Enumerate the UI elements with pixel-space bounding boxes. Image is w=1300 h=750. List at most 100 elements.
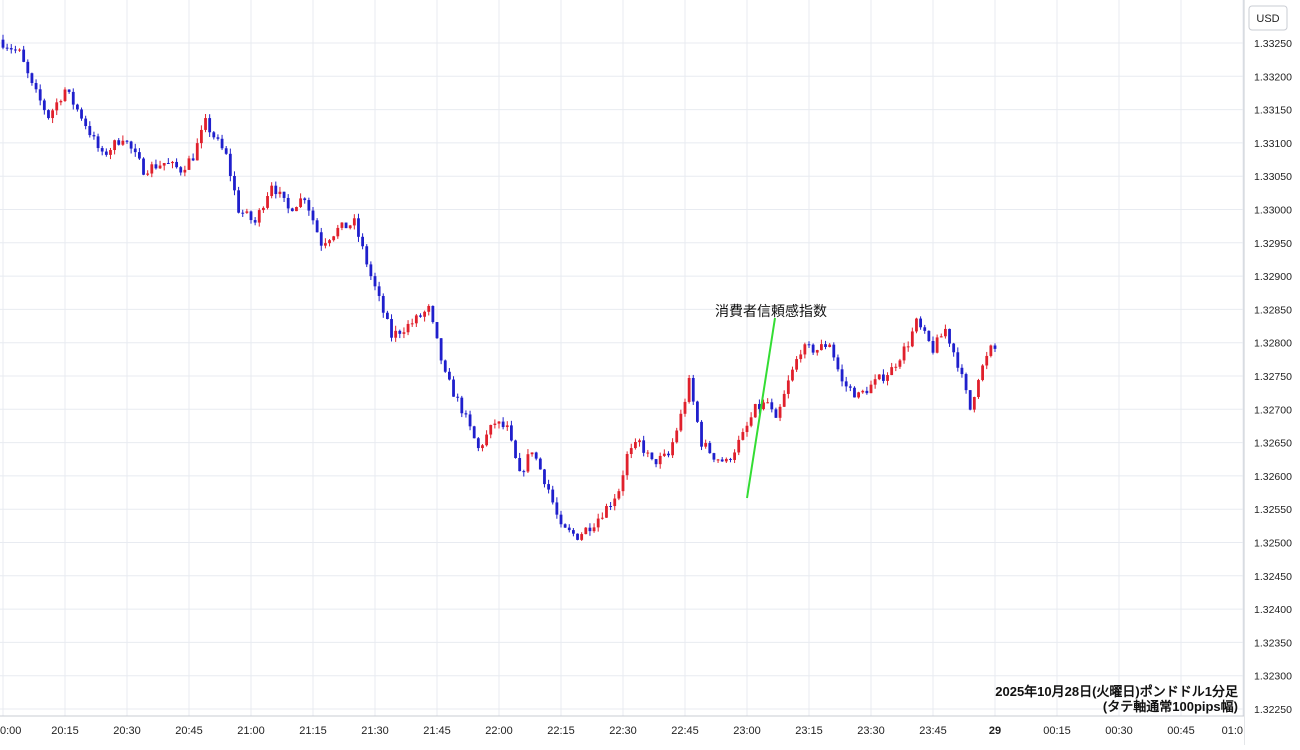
candle-body (224, 148, 228, 154)
candle-body (204, 118, 207, 130)
candle-body (319, 232, 323, 246)
candle-body (939, 336, 943, 338)
candle-body (890, 367, 894, 376)
candle-body (526, 454, 530, 472)
candle-body (406, 323, 410, 333)
candle-body (642, 440, 646, 453)
candle-body (758, 404, 761, 410)
candle-body (452, 379, 455, 397)
candle-body (472, 426, 476, 439)
candle-body (195, 143, 199, 161)
candle-body (290, 208, 294, 212)
candle-body (848, 386, 852, 388)
time-tick-label: 22:30 (609, 725, 637, 737)
candle-body (166, 162, 170, 164)
time-tick-label: 23:45 (919, 725, 947, 737)
candle-body (894, 366, 898, 368)
candle-body (423, 311, 426, 317)
candle-body (820, 344, 823, 351)
candle-body (621, 475, 625, 492)
candle-body (30, 73, 34, 84)
time-tick-label: 21:30 (361, 725, 389, 737)
candle-body (456, 396, 460, 398)
candle-body (944, 328, 947, 337)
time-tick-label: 21:45 (423, 725, 451, 737)
candle-body (410, 323, 414, 325)
candle-body (869, 384, 873, 394)
candle-body (799, 354, 803, 360)
candle-body (712, 453, 716, 460)
candle-body (923, 327, 927, 331)
price-axis-labels: 1.33250 1.33200 1.33150 1.33100 1.33050 1.330… (1254, 38, 1292, 716)
time-tick-label: 00:45 (1167, 725, 1195, 737)
candle-body (485, 434, 488, 446)
candle-body (468, 414, 472, 427)
candle-body (133, 148, 137, 153)
candle-body (530, 452, 534, 455)
candle-body (464, 413, 468, 415)
currency-badge[interactable]: USD (1248, 5, 1288, 31)
candle-body (865, 390, 869, 394)
candle-body (853, 387, 856, 398)
candle-body (538, 458, 542, 470)
price-tick-label: 1.32450 (1254, 571, 1292, 583)
candle-body (981, 365, 984, 381)
candle-body (266, 196, 269, 208)
candle-body (588, 527, 592, 532)
candle-body (228, 153, 232, 176)
candle-body (956, 352, 960, 368)
candle-body (38, 89, 42, 101)
candle-body (439, 338, 443, 361)
price-tick-label: 1.32700 (1254, 404, 1292, 416)
candle-body (505, 425, 509, 428)
candle-body (600, 517, 604, 519)
time-tick-label: 29 (989, 725, 1001, 737)
candle-body (563, 524, 567, 528)
candle-body (559, 514, 563, 525)
candle-body (555, 502, 559, 515)
candle-body (646, 452, 650, 454)
candle-body (460, 397, 464, 414)
candle-body (324, 243, 327, 246)
candle-body (5, 47, 9, 49)
candle-body (162, 162, 166, 166)
candle-body (481, 445, 484, 449)
candle-body (369, 264, 373, 277)
candle-body (580, 534, 584, 540)
candle-body (200, 129, 203, 144)
candle-body (861, 390, 865, 393)
price-tick-label: 1.32650 (1254, 438, 1292, 450)
candle-body (807, 344, 811, 346)
candle-body (629, 448, 633, 455)
candle-body (778, 406, 782, 418)
candle-body (708, 443, 712, 454)
price-tick-label: 1.32850 (1254, 304, 1292, 316)
candle-body (985, 355, 989, 366)
candle-body (832, 344, 836, 358)
candle-body (667, 453, 670, 456)
candle-body (514, 440, 517, 459)
candle-body (572, 530, 575, 534)
candle-body (109, 150, 112, 155)
candle-body (493, 423, 497, 425)
candle-body (348, 225, 352, 229)
candle-body (724, 458, 728, 462)
candle-body (898, 360, 902, 367)
price-tick-label: 1.32500 (1254, 538, 1292, 550)
candle-body (567, 527, 571, 531)
candle-body (910, 331, 914, 347)
price-tick-label: 1.32800 (1254, 338, 1292, 350)
candle-body (815, 350, 819, 353)
candle-body (811, 344, 815, 353)
gridlines (0, 0, 1244, 716)
candle-body (150, 164, 154, 174)
candle-body (915, 318, 918, 332)
candle-body (840, 369, 844, 382)
candle-body (390, 318, 393, 338)
caption-line-2: (タテ軸通常100pips幅) (1103, 699, 1238, 714)
candle-body (935, 337, 939, 353)
annotation-label: 消費者信頼感指数 (715, 303, 827, 319)
candle-body (617, 491, 621, 499)
candle-body (55, 102, 59, 111)
